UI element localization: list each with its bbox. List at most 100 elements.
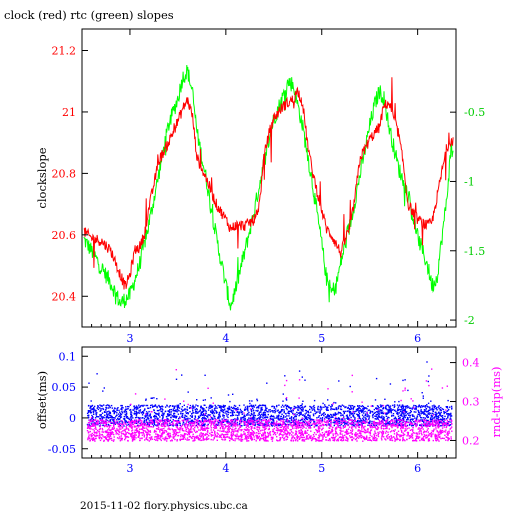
data-point (419, 406, 422, 409)
data-point (342, 414, 344, 416)
data-point (274, 423, 276, 425)
data-point (205, 406, 208, 409)
data-point (196, 419, 198, 421)
data-point (421, 417, 423, 419)
data-point (337, 422, 339, 424)
data-point (226, 420, 228, 423)
data-point (272, 419, 275, 421)
data-point (113, 439, 115, 441)
data-point (161, 434, 163, 437)
data-point (234, 425, 236, 428)
data-point (201, 426, 203, 428)
data-point (240, 433, 242, 435)
data-point (301, 409, 303, 412)
data-point (391, 409, 393, 411)
data-point (372, 405, 374, 407)
data-point (250, 417, 252, 419)
data-point (424, 406, 426, 408)
data-point (186, 406, 188, 408)
data-point (302, 408, 304, 410)
data-point (140, 421, 143, 424)
data-point (408, 412, 410, 414)
data-point (428, 375, 430, 377)
data-point (299, 412, 301, 414)
data-point (363, 419, 365, 422)
data-point (226, 415, 228, 417)
data-point (183, 436, 186, 439)
data-point (296, 436, 298, 439)
data-point (302, 422, 304, 424)
data-point (327, 409, 329, 411)
data-point (153, 411, 156, 414)
data-point (378, 409, 380, 411)
data-point (375, 424, 378, 427)
data-point (200, 406, 202, 408)
data-point (92, 417, 94, 419)
data-point (445, 426, 447, 429)
data-point (310, 424, 313, 426)
data-point (257, 422, 260, 425)
data-point (417, 420, 419, 423)
data-point (368, 418, 370, 420)
data-point (152, 426, 154, 428)
data-point (420, 423, 422, 426)
data-point (174, 429, 176, 431)
data-point (243, 409, 246, 411)
data-point (256, 406, 258, 408)
data-point (227, 431, 229, 434)
data-point (155, 435, 158, 438)
data-point (416, 433, 419, 435)
data-point (211, 409, 213, 411)
data-point (437, 415, 440, 417)
data-point (192, 406, 194, 408)
data-point (141, 420, 143, 422)
data-point (189, 428, 192, 430)
data-point (196, 422, 199, 424)
data-point (419, 428, 421, 430)
data-point (297, 436, 299, 438)
data-point (261, 429, 263, 431)
data-point (381, 431, 383, 433)
data-point (382, 422, 384, 424)
data-point (154, 415, 156, 417)
data-point (86, 412, 89, 415)
data-point (93, 420, 95, 422)
data-point (186, 424, 189, 426)
data-point (259, 414, 262, 416)
data-point (285, 416, 287, 418)
data-point (262, 412, 265, 414)
data-point (441, 427, 444, 429)
data-point (289, 429, 291, 431)
data-point (247, 410, 249, 412)
data-point (90, 409, 92, 411)
data-point (433, 424, 435, 426)
data-point (215, 406, 217, 408)
data-point (273, 407, 275, 409)
data-point (254, 417, 256, 419)
data-point (446, 436, 448, 438)
data-point (293, 424, 296, 426)
data-point (261, 413, 263, 415)
data-point (144, 409, 146, 411)
data-point (325, 421, 328, 423)
data-point (246, 431, 249, 434)
data-point (230, 431, 232, 434)
data-point (193, 420, 195, 423)
data-point (157, 417, 159, 420)
data-point (231, 437, 233, 439)
data-point (321, 428, 323, 430)
data-point (394, 421, 396, 424)
data-point (117, 433, 119, 435)
data-point (373, 421, 375, 423)
data-point (150, 397, 152, 399)
data-point (167, 410, 169, 412)
data-point (404, 411, 407, 413)
data-point (388, 409, 390, 411)
data-point (117, 407, 119, 409)
data-point (296, 421, 298, 424)
top-y-tick-label: 20.4 (52, 290, 77, 303)
data-point (389, 411, 391, 413)
data-point (253, 406, 256, 408)
data-point (326, 435, 329, 437)
data-point (200, 432, 202, 434)
